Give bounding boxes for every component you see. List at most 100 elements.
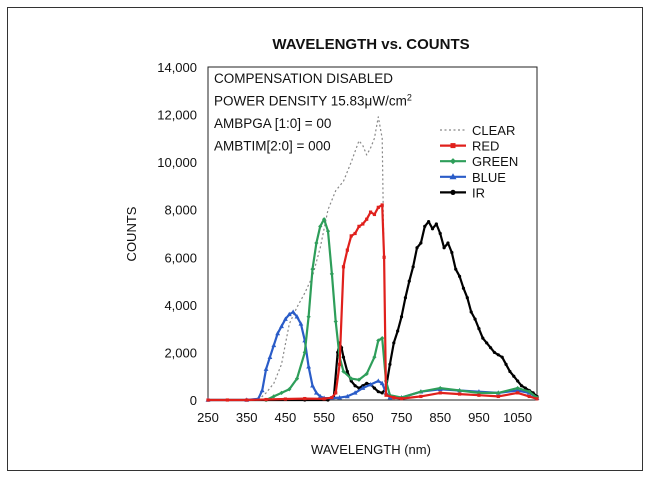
data-point-blue: [283, 316, 288, 321]
series-line-green: [265, 218, 538, 401]
x-tick-label: 350: [236, 410, 258, 425]
x-axis: 250 350 450 550 650 750 850 950 1050: [197, 410, 532, 425]
data-point-blue: [275, 330, 281, 336]
data-point-ir: [481, 336, 485, 340]
data-point-ir: [430, 227, 435, 231]
data-point-green: [302, 350, 307, 355]
legend-marker: [450, 143, 456, 149]
data-point-green: [364, 371, 369, 376]
y-tick-label: 12,000: [157, 108, 197, 123]
x-tick-label: 650: [352, 410, 374, 425]
x-tick-label: 450: [275, 410, 297, 425]
data-point-red: [357, 224, 361, 228]
legend-item-green: GREEN: [440, 154, 518, 169]
data-point-blue: [344, 393, 350, 399]
data-point-green: [310, 267, 315, 272]
data-point-red: [245, 398, 249, 402]
data-point-ir: [477, 327, 481, 331]
data-point-ir: [508, 369, 512, 374]
series-layer: [205, 116, 540, 403]
legend-item-ir: IR: [440, 185, 485, 200]
data-point-red: [206, 398, 210, 402]
data-point-ir: [492, 350, 497, 355]
data-point-ir: [446, 241, 450, 245]
series-line-ir: [208, 220, 538, 402]
data-point-green: [418, 389, 424, 394]
data-point-green: [349, 376, 354, 381]
legend-item-blue: BLUE: [440, 170, 506, 185]
data-point-ir: [473, 317, 477, 321]
y-tick-label: 10,000: [157, 155, 197, 170]
data-point-blue: [279, 323, 284, 329]
data-point-red: [382, 255, 386, 259]
data-point-green: [372, 355, 377, 360]
data-point-red: [516, 391, 520, 395]
data-point-green: [279, 390, 284, 395]
data-point-red: [365, 217, 369, 221]
annotations: COMPENSATION DISABLED POWER DENSITY 15.83…: [214, 71, 412, 154]
legend-marker: [449, 158, 457, 165]
annotation-text: AMBPGA [1:0] = 00: [214, 116, 331, 131]
data-point-blue: [360, 385, 366, 390]
legend-item-clear: CLEAR: [440, 123, 515, 138]
data-point-ir: [415, 246, 419, 250]
data-point-ir: [523, 386, 527, 390]
data-point-blue: [294, 314, 300, 319]
x-tick-label: 550: [313, 410, 335, 425]
y-tick-label: 6,000: [164, 250, 197, 265]
data-point-ir: [496, 353, 500, 357]
x-tick-label: 750: [391, 410, 413, 425]
data-point-green: [287, 387, 292, 392]
annotation-text: POWER DENSITY 15.83μW/cm2: [214, 93, 412, 109]
data-point-blue: [379, 380, 385, 386]
data-point-red: [264, 397, 268, 402]
x-axis-label: WAVELENGTH (nm): [311, 442, 431, 457]
data-point-blue: [310, 383, 315, 388]
data-point-ir: [365, 381, 369, 385]
x-tick-label: 1050: [503, 410, 532, 425]
data-point-green: [306, 314, 311, 319]
data-point-ir: [512, 374, 516, 378]
data-point-ir: [438, 231, 442, 236]
data-point-ir: [423, 224, 427, 228]
series-ir: [206, 220, 539, 402]
data-point-ir: [442, 246, 446, 250]
data-point-red: [535, 397, 539, 401]
data-point-green: [325, 229, 331, 234]
data-point-green: [314, 240, 319, 246]
data-point-red: [349, 234, 353, 238]
data-point-red: [419, 394, 423, 399]
data-point-red: [372, 212, 377, 217]
data-point-red: [330, 396, 334, 400]
data-point-blue: [337, 395, 342, 400]
data-point-green: [515, 385, 520, 391]
data-point-ir: [450, 250, 454, 255]
series-clear: [257, 116, 387, 401]
data-point-ir: [396, 329, 400, 333]
data-point-green: [527, 389, 532, 394]
data-point-ir: [454, 267, 458, 271]
x-tick-label: 850: [429, 410, 451, 425]
plot-area: [207, 66, 538, 401]
data-point-blue: [375, 378, 381, 383]
data-point-ir: [457, 274, 462, 278]
data-point-red: [384, 393, 388, 397]
y-axis: 0 2,000 4,000 6,000 8,000 10,000 12,000 14,000: [157, 60, 197, 408]
data-point-red: [345, 248, 349, 252]
data-point-green: [341, 369, 346, 374]
data-point-ir: [349, 379, 353, 383]
data-point-red: [399, 396, 404, 401]
data-point-ir: [488, 346, 493, 350]
y-tick-label: 14,000: [157, 60, 197, 75]
data-point-red: [457, 392, 462, 396]
y-axis-label: COUNTS: [124, 206, 139, 261]
data-point-blue: [352, 390, 358, 395]
data-point-ir: [353, 384, 357, 388]
data-point-red: [353, 231, 357, 236]
data-point-red: [361, 222, 365, 226]
data-point-red: [392, 396, 396, 400]
data-point-blue: [298, 321, 304, 326]
data-point-green: [294, 376, 300, 381]
legend-label: RED: [472, 139, 499, 154]
